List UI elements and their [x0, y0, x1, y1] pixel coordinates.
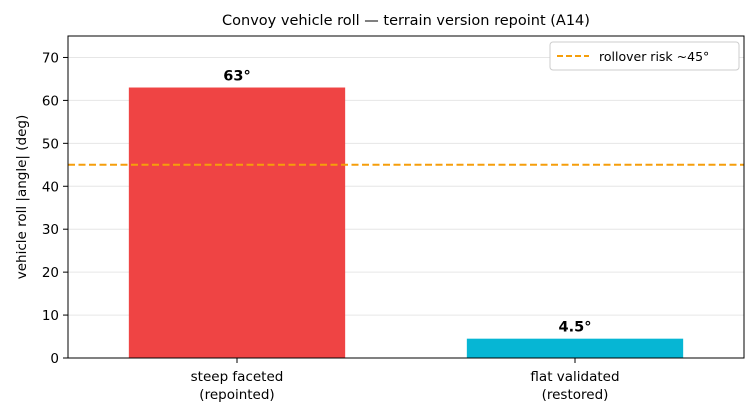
- data-labels: 63° 4.5°: [223, 69, 591, 336]
- y-axis-label: vehicle roll |angle| (deg): [14, 115, 30, 280]
- x-tick-label-1: steep faceted (repointed): [191, 369, 284, 403]
- y-tick-label: 30: [42, 222, 59, 238]
- x-axis-ticks: steep faceted (repointed) flat validated (r…: [191, 358, 620, 403]
- data-label-1: 63°: [223, 69, 250, 85]
- legend-label-rollover-risk: rollover risk ~45°: [599, 49, 709, 64]
- y-tick-label: 40: [42, 179, 59, 195]
- plot-area-frame: [67, 35, 745, 359]
- y-tick-label: 70: [42, 50, 59, 66]
- y-tick-label: 20: [42, 265, 59, 281]
- y-tick-label: 50: [42, 136, 59, 152]
- data-label-2: 4.5°: [559, 320, 592, 336]
- y-tick-label: 0: [50, 351, 59, 367]
- y-axis-ticks: 0 10 20 30 40 50 60 70: [42, 50, 68, 367]
- chart-title: Convoy vehicle roll — terrain version re…: [222, 13, 590, 29]
- x-tick-label-2: flat validated (restored): [530, 369, 619, 403]
- legend: rollover risk ~45°: [549, 41, 740, 71]
- legend-box: [549, 41, 740, 71]
- bar-2: [466, 338, 684, 358]
- bar-1: [128, 87, 346, 359]
- bars: [128, 87, 684, 359]
- y-tick-label: 60: [42, 93, 59, 109]
- y-tick-label: 10: [42, 308, 59, 324]
